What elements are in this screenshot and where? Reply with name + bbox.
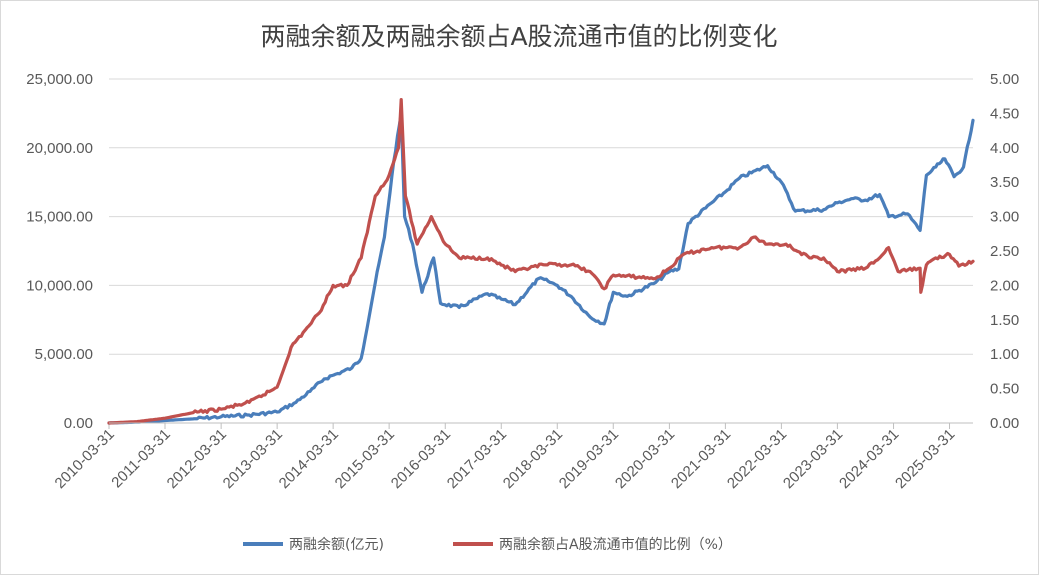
y-right-tick-label: 0.00 (990, 415, 1019, 432)
y-left-tick-label: 25,000.00 (26, 71, 93, 88)
y-left-tick-label: 10,000.00 (26, 277, 93, 294)
x-tick-label: 2016-03-31 (388, 426, 454, 492)
y-right-tick-label: 2.50 (990, 243, 1019, 260)
y-left-tick-label: 0.00 (64, 415, 93, 432)
chart-title: 两融余额及两融余额占A股流通市值的比例变化 (260, 22, 777, 51)
series-ratio-line (107, 98, 975, 425)
y-right-tick-label: 4.50 (990, 105, 1019, 122)
x-tick-label: 2013-03-31 (220, 426, 286, 492)
x-tick-label: 2010-03-31 (52, 426, 118, 492)
x-tick-label: 2015-03-31 (332, 426, 398, 492)
x-tick-label: 2020-03-31 (612, 426, 678, 492)
legend-label-series-2: 两融余额占A股流通市值的比例（%） (499, 536, 732, 553)
legend-label-series-1: 两融余额(亿元) (289, 536, 384, 553)
y-right-tick-label: 4.00 (990, 140, 1019, 157)
y-right-tick-label: 0.50 (990, 381, 1019, 398)
x-tick-label: 2018-03-31 (500, 426, 566, 492)
x-tick-label: 2012-03-31 (164, 426, 230, 492)
y-right-tick-label: 2.00 (990, 277, 1019, 294)
grid-lines (109, 78, 973, 424)
x-tick-label: 2022-03-31 (724, 426, 790, 492)
x-tick-labels: 2010-03-312011-03-312012-03-312013-03-31… (52, 423, 958, 492)
y-left-tick-labels: 0.00 5,000.00 10,000.00 15,000.00 20,000.00 2… (26, 71, 93, 432)
y-left-tick-label: 5,000.00 (35, 346, 93, 363)
y-right-tick-label: 3.00 (990, 209, 1019, 226)
x-tick-label: 2019-03-31 (556, 426, 622, 492)
x-tick-label: 2023-03-31 (780, 426, 846, 492)
x-tick-label: 2014-03-31 (276, 426, 342, 492)
x-tick-label: 2024-03-31 (836, 426, 902, 492)
y-left-tick-label: 20,000.00 (26, 140, 93, 157)
y-right-tick-label: 5.00 (990, 71, 1019, 88)
y-right-tick-label: 3.50 (990, 174, 1019, 191)
series-lines (107, 98, 975, 425)
y-left-tick-label: 15,000.00 (26, 209, 93, 226)
x-tick-label: 2021-03-31 (668, 426, 734, 492)
series-margin-balance-line (107, 111, 975, 425)
legend: 两融余额(亿元) 两融余额占A股流通市值的比例（%） (243, 536, 732, 553)
y-right-tick-labels: 0.00 0.50 1.00 1.50 2.00 2.50 3.00 3.50 4.00 4.50… (990, 71, 1019, 432)
x-tick-label: 2025-03-31 (892, 426, 958, 492)
x-tick-label: 2017-03-31 (444, 426, 510, 492)
y-right-tick-label: 1.00 (990, 346, 1019, 363)
y-right-tick-label: 1.50 (990, 312, 1019, 329)
